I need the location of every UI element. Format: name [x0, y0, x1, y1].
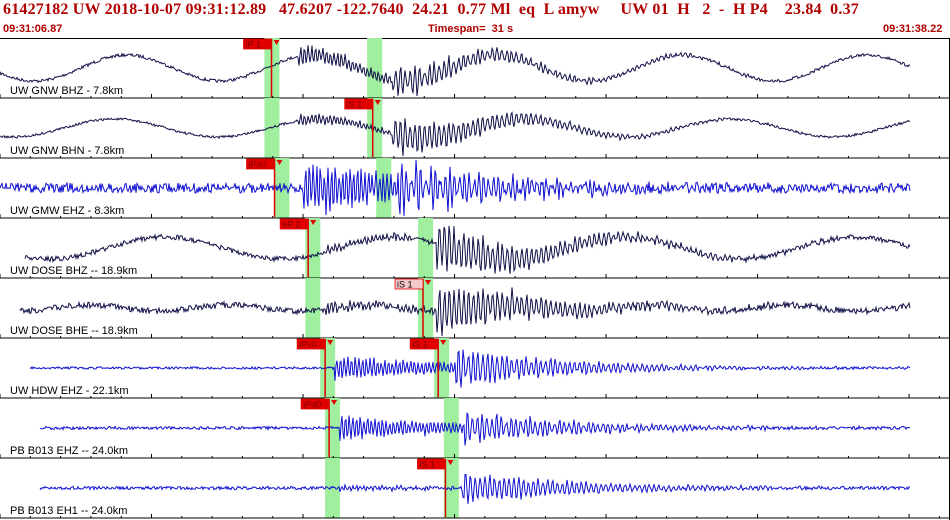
pick-arrow-icon — [440, 340, 447, 345]
channel-row[interactable]: iPx0 UW GMW EHZ - 8.3km — [0, 158, 950, 219]
pick-arrow-icon — [374, 100, 381, 105]
pick-window — [367, 98, 383, 158]
channel-row[interactable]: eP 2 UW DOSE BHZ -- 18.9km — [0, 218, 950, 279]
pick-arrow-icon — [331, 400, 338, 405]
waveform-trace — [0, 159, 911, 217]
pick-label: eP 2 — [282, 220, 300, 230]
pick-arrow-icon — [276, 160, 283, 165]
waveform-trace — [19, 287, 911, 337]
event-summary-line: 61427182 UW 2018-10-07 09:31:12.89 47.62… — [3, 1, 859, 18]
start-time: 09:31:06.87 — [3, 23, 63, 35]
channel-row[interactable]: iS 1 UW DOSE BHE -- 18.9km — [0, 278, 950, 339]
channel-row[interactable]: iS 1 UW GNW BHN - 7.8km — [0, 98, 950, 159]
channel-label: UW GNW BHN - 7.8km — [10, 145, 124, 157]
pick-label: iPx0 — [299, 340, 317, 350]
waveform-trace — [0, 111, 911, 156]
pick-arrow-icon — [310, 220, 317, 225]
pick-label: iP 1 — [246, 40, 261, 50]
waveform-trace — [0, 45, 911, 97]
channel-row[interactable]: iS 1 PB B013 EH1 -- 24.0km — [0, 458, 950, 519]
channel-label: UW DOSE BHE -- 18.9km — [10, 325, 138, 337]
channel-label: UW GMW EHZ - 8.3km — [10, 205, 124, 217]
event-header: 61427182 UW 2018-10-07 09:31:12.89 47.62… — [0, 0, 950, 39]
pick-label-box[interactable] — [300, 398, 330, 410]
pick-arrow-icon — [327, 340, 334, 345]
channel-label: UW DOSE BHZ -- 18.9km — [10, 265, 137, 277]
pick-label-box[interactable] — [344, 98, 374, 110]
pick-label-box[interactable] — [409, 338, 439, 350]
waveform-trace — [39, 473, 911, 504]
channel-label: PB B013 EHZ -- 24.0km — [10, 445, 128, 457]
waveform-trace — [29, 349, 911, 388]
waveform-trace — [39, 411, 911, 446]
end-time: 09:31:38.22 — [883, 23, 943, 35]
pick-label: iS 1 — [397, 280, 413, 290]
pick-label: iS 1 — [347, 100, 363, 110]
seismogram-panel[interactable]: iP 1 UW GNW BHZ - 7.8km iS 1 UW GNW BHN - 7… — [0, 38, 950, 520]
pick-label-box[interactable] — [246, 158, 275, 170]
pick-window — [305, 218, 321, 278]
pick-arrow-icon — [425, 280, 432, 285]
channel-label: UW HDW EHZ - 22.1km — [10, 385, 129, 397]
pick-window — [320, 338, 336, 398]
pick-arrow-icon — [273, 40, 280, 45]
pick-arrow-icon — [447, 460, 454, 465]
pick-label: iS 1 — [419, 460, 435, 470]
pick-label: iPd0 — [303, 400, 321, 410]
pick-label-box[interactable] — [243, 38, 272, 50]
waveform-trace — [24, 225, 911, 275]
pick-window — [443, 398, 459, 458]
pick-window — [325, 458, 341, 518]
channel-row[interactable]: iPx0 iS 1 UW HDW EHZ - 22.1km — [0, 338, 950, 399]
channel-row[interactable]: iPd0 PB B013 EHZ -- 24.0km — [0, 398, 950, 459]
pick-window — [418, 218, 434, 278]
channel-row[interactable]: iP 1 UW GNW BHZ - 7.8km — [0, 38, 950, 99]
pick-window — [367, 38, 383, 98]
pick-label-box[interactable] — [279, 218, 309, 230]
pick-window — [418, 278, 434, 338]
pick-label-box[interactable] — [296, 338, 326, 350]
pick-label-box[interactable] — [394, 278, 424, 290]
pick-label: iPx0 — [249, 160, 267, 170]
pick-window — [274, 158, 290, 218]
pick-label-box[interactable] — [417, 458, 446, 470]
channel-label: PB B013 EH1 -- 24.0km — [10, 505, 127, 517]
channel-label: UW GNW BHZ - 7.8km — [10, 85, 123, 97]
timespan-label: Timespan= 31 s — [428, 23, 514, 35]
pick-label: iS 1 — [412, 340, 428, 350]
